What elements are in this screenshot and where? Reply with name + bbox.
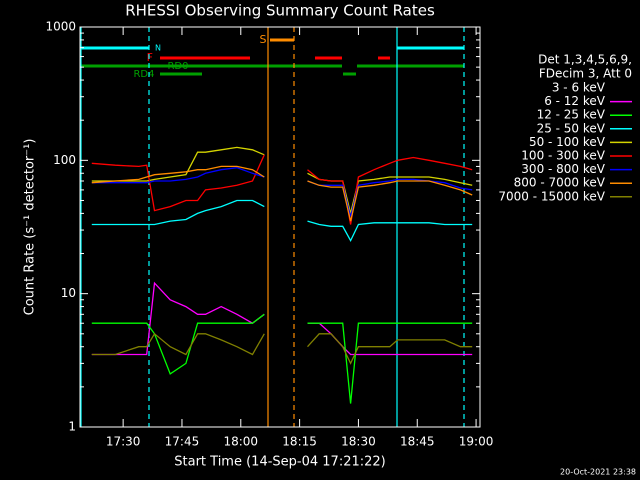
info-line: Det 1,3,4,5,6,9,: [538, 53, 632, 67]
x-tick-label: 17:30: [106, 435, 141, 449]
legend-label: 300 - 800 keV: [521, 162, 605, 176]
x-tick-label: 17:45: [165, 435, 200, 449]
flag-label: F: [147, 51, 153, 64]
plot-frame: [79, 26, 481, 428]
flag-label: N: [155, 44, 161, 53]
flag-label: S: [260, 33, 267, 46]
y-tick-label: 10: [61, 286, 76, 300]
series-line: [91, 154, 473, 225]
x-axis-label: Start Time (14-Sep-04 17:21:22): [174, 455, 385, 470]
y-tick-label: 1: [68, 420, 76, 434]
series-line: [91, 165, 473, 222]
y-axis-label: Count Rate (s⁻¹ detector⁻¹): [23, 139, 38, 316]
legend-label: 3 - 6 keV: [552, 81, 606, 95]
x-tick-label: 18:00: [223, 435, 258, 449]
flags: [80, 38, 464, 76]
y-tick-label: 1000: [45, 20, 76, 34]
series-line: [154, 229, 352, 308]
legend-label: 6 - 12 keV: [544, 94, 606, 108]
flag-label: RD4: [133, 69, 154, 80]
series-line: [91, 167, 473, 217]
series-line: [91, 199, 473, 243]
x-tick-label: 18:30: [341, 435, 376, 449]
series-line: [91, 313, 473, 404]
legend-label: 800 - 7000 keV: [514, 176, 606, 190]
x-tick-label: 19:00: [459, 435, 494, 449]
legend-label: 7000 - 15000 keV: [498, 189, 605, 203]
x-tick-label: 18:45: [400, 435, 435, 449]
legend-label: 25 - 50 keV: [537, 121, 606, 135]
legend-label: 100 - 300 keV: [521, 149, 605, 163]
legend-label: 12 - 25 keV: [537, 108, 606, 122]
y-tick-label: 100: [53, 153, 76, 167]
info-line: FDecim 3, Att 0: [539, 67, 632, 81]
x-tick-label: 18:15: [282, 435, 317, 449]
series-line: [91, 332, 473, 365]
event-lines: [80, 27, 465, 427]
flag-label: RD0: [167, 61, 188, 72]
footer: 20-Oct-2021 23:38: [560, 468, 636, 477]
legend-label: 50 - 100 keV: [529, 135, 606, 149]
chart-title: RHESSI Observing Summary Count Rates: [125, 2, 435, 20]
